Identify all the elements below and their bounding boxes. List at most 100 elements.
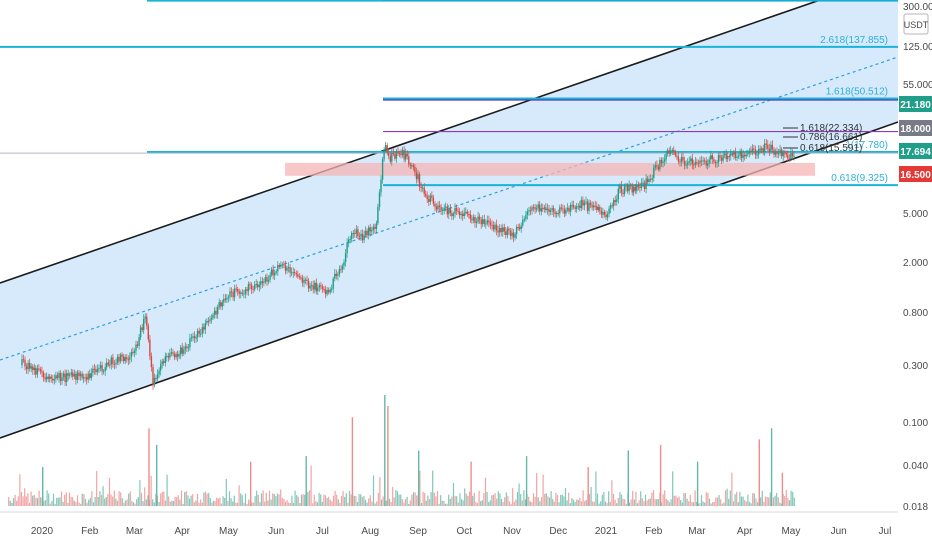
volume-bar	[434, 493, 435, 506]
red-zone-box[interactable]	[285, 163, 815, 176]
candle-body	[490, 222, 491, 225]
volume-bar	[568, 493, 569, 506]
volume-bar	[474, 493, 475, 506]
volume-bar	[109, 478, 110, 506]
candle-body	[598, 207, 599, 210]
candle-body	[454, 208, 455, 214]
candle-body	[522, 220, 523, 226]
volume-bar	[130, 491, 131, 506]
volume-spike-bar	[771, 428, 772, 506]
candle-body	[143, 319, 144, 330]
candle-body	[627, 185, 628, 191]
volume-bar	[631, 499, 632, 506]
volume-bar	[282, 498, 283, 506]
candle-body	[366, 231, 367, 236]
candle-body	[505, 231, 506, 235]
candle-body	[676, 156, 677, 157]
volume-bar	[144, 488, 145, 507]
volume-bar	[378, 493, 379, 506]
candle-body	[730, 153, 731, 156]
volume-bar	[154, 502, 155, 506]
candle-body	[673, 150, 674, 152]
volume-bar	[597, 494, 598, 506]
volume-bar	[751, 503, 752, 506]
candle-body	[322, 286, 323, 289]
candle-body	[778, 153, 779, 154]
volume-bar	[319, 493, 320, 506]
candle-body	[214, 311, 215, 315]
candle-body	[29, 363, 30, 369]
volume-bar	[746, 502, 747, 507]
volume-bar	[546, 493, 547, 506]
candle-body	[168, 356, 169, 358]
candle-body	[738, 156, 739, 157]
y-axis[interactable]: 300.000 125.000 55.000 5.000 2.000 0.800 0.300…	[898, 0, 932, 550]
candle-body	[309, 286, 310, 289]
volume-bar	[242, 495, 243, 506]
volume-bar	[226, 479, 227, 506]
candle-body	[94, 369, 95, 370]
candle-body	[530, 210, 531, 211]
candle-body	[192, 336, 193, 337]
volume-bar	[277, 494, 278, 507]
volume-bar	[56, 498, 57, 506]
candle-body	[763, 148, 764, 152]
volume-bar	[511, 504, 512, 506]
volume-bar	[259, 502, 260, 506]
candle-body	[712, 155, 713, 159]
candle-body	[439, 205, 440, 207]
x-tick-label-7: Aug	[361, 526, 379, 537]
candle-body	[588, 203, 589, 211]
candle-body	[175, 354, 176, 358]
volume-bar	[18, 496, 19, 506]
candle-body	[219, 302, 220, 307]
candle-body	[316, 283, 317, 291]
candle-body	[602, 212, 603, 215]
candle-body	[203, 327, 204, 329]
volume-bar	[666, 499, 667, 506]
volume-bar	[791, 491, 792, 506]
candle-body	[485, 224, 486, 225]
volume-bar	[539, 501, 540, 506]
volume-bar	[754, 493, 755, 506]
candle-body	[262, 281, 263, 283]
candle-body	[736, 157, 737, 158]
candle-body	[419, 174, 420, 187]
candle-body	[433, 198, 434, 204]
volume-bar	[320, 495, 321, 507]
volume-bar	[240, 493, 241, 506]
volume-bar	[311, 466, 312, 506]
volume-bar	[327, 498, 328, 506]
volume-bar	[55, 504, 56, 506]
volume-bar	[512, 488, 513, 506]
candle-body	[75, 374, 76, 380]
fib-label-1: 1.618(50.512)	[826, 86, 888, 97]
candle-body	[624, 187, 625, 195]
volume-bar	[509, 502, 510, 507]
candle-body	[54, 379, 55, 380]
volume-bar	[173, 501, 174, 506]
candle-body	[166, 356, 167, 357]
volume-spike-bar	[42, 467, 43, 506]
volume-bar	[255, 496, 256, 506]
candle-body	[612, 205, 613, 206]
candle-body	[650, 179, 651, 180]
volume-bar	[435, 496, 436, 506]
candle-body	[473, 217, 474, 220]
x-axis[interactable]: 2020 Feb Mar Apr May Jun Jul Aug Sep Oct Nov Dec 202…	[0, 512, 898, 537]
candle-body	[69, 375, 70, 376]
volume-spike-bar	[250, 462, 251, 506]
y-tick-label-9: 0.800	[903, 308, 928, 319]
candle-body	[411, 165, 412, 166]
candle-body	[764, 144, 765, 153]
volume-bar	[695, 490, 696, 506]
candle-body	[377, 207, 378, 223]
candle-body	[665, 154, 666, 160]
volume-bar	[680, 500, 681, 506]
volume-bar	[341, 496, 342, 506]
volume-bar	[247, 504, 248, 506]
candle-body	[792, 153, 793, 156]
volume-bar	[360, 494, 361, 506]
